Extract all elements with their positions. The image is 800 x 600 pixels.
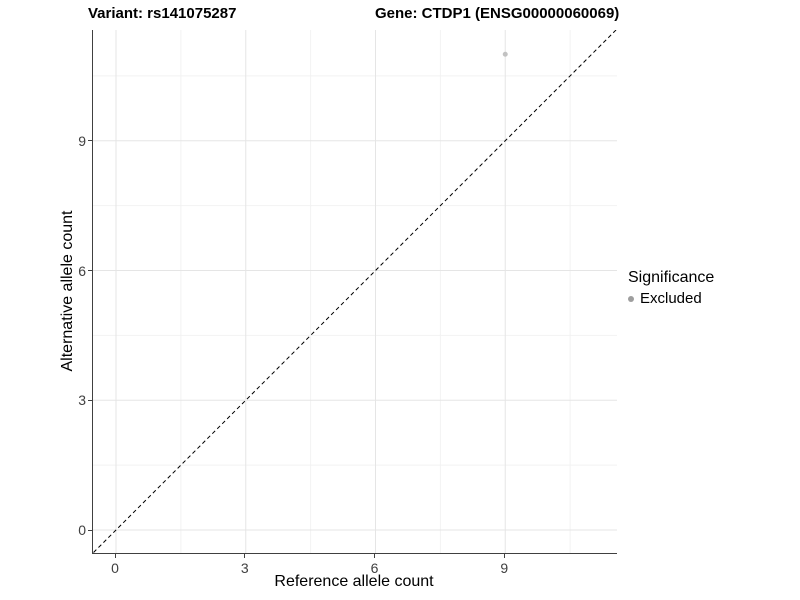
x-tick-mark — [374, 554, 375, 558]
y-axis-label-text: Alternative allele count — [59, 210, 76, 372]
plot-title-gene: Gene: CTDP1 (ENSG00000060069) — [375, 5, 620, 22]
plot-panel — [92, 30, 617, 554]
y-tick-mark — [88, 529, 92, 531]
x-tick-mark — [503, 554, 505, 558]
x-tick-label: 6 — [370, 560, 379, 576]
y-tick-label: 0 — [78, 522, 86, 538]
plot-title-variant: Variant: rs141075287 — [88, 5, 237, 22]
x-tick-label: 0 — [111, 560, 119, 576]
x-tick-label: 9 — [500, 560, 509, 576]
x-tick-mark — [244, 554, 246, 558]
data-point — [502, 51, 508, 57]
x-tick-label: 3 — [240, 560, 249, 576]
y-tick-mark — [88, 270, 92, 271]
y-tick-mark — [88, 399, 92, 401]
legend-point-icon — [628, 295, 634, 302]
x-axis-label: Reference allele count — [274, 573, 434, 590]
legend: Significance Excluded — [628, 269, 714, 307]
y-tick-label: 3 — [78, 392, 86, 409]
identity-reference-line — [93, 30, 617, 553]
y-tick-label: 6 — [78, 262, 86, 279]
legend-item-excluded: Excluded — [628, 290, 714, 307]
y-tick-mark — [88, 140, 92, 142]
y-tick-label: 9 — [78, 132, 86, 149]
x-tick-mark — [114, 554, 116, 558]
legend-title: Significance — [628, 269, 715, 286]
plot-canvas — [93, 30, 617, 553]
legend-item-label: Excluded — [640, 290, 702, 307]
